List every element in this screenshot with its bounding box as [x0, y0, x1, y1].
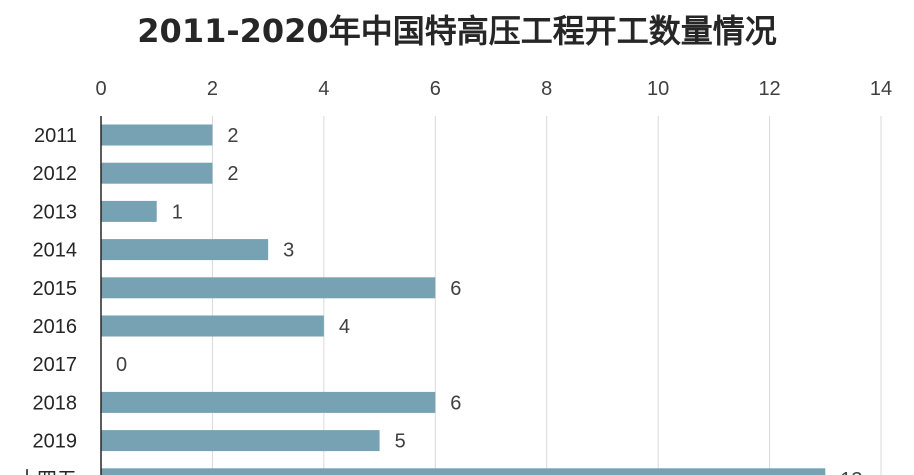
category-label: 2017	[33, 354, 78, 376]
bar-2015	[101, 277, 436, 299]
data-label: 0	[116, 354, 127, 376]
bar-2019	[101, 430, 380, 452]
x-tick-label: 12	[758, 78, 780, 100]
data-label: 6	[450, 392, 461, 414]
x-axis-ticks: 0 2 4 6 8 10 12 14	[95, 78, 892, 100]
data-label: 13	[840, 469, 862, 475]
data-label: 4	[339, 316, 350, 338]
data-label: 5	[395, 431, 406, 453]
data-label: 3	[283, 240, 294, 262]
x-tick-label: 8	[541, 78, 552, 100]
bar-2011	[101, 124, 213, 146]
category-label: 2015	[33, 278, 78, 300]
y-axis-categories: 2011 2012 2013 2014 2015 2016 2017 2018 2019 十四五	[17, 125, 77, 475]
category-label: 十四五	[17, 468, 77, 475]
bar-2018	[101, 391, 436, 413]
category-label: 2011	[34, 125, 77, 147]
x-tick-label: 6	[430, 78, 441, 100]
data-label: 2	[227, 163, 238, 185]
bar-2016	[101, 315, 324, 337]
category-label: 2013	[33, 201, 78, 223]
chart-title: 2011-2020年中国特高压工程开工数量情况	[137, 12, 777, 50]
x-tick-label: 2	[207, 78, 218, 100]
category-label: 2012	[33, 163, 78, 185]
bar-2014	[101, 239, 269, 261]
data-label: 2	[227, 125, 238, 147]
data-label: 6	[450, 278, 461, 300]
bar-2012	[101, 162, 213, 184]
bar-十四五	[101, 468, 826, 475]
x-tick-label: 10	[647, 78, 669, 100]
category-label: 2016	[33, 316, 78, 338]
category-label: 2014	[33, 240, 78, 262]
category-label: 2018	[33, 392, 78, 414]
x-tick-label: 14	[870, 78, 892, 100]
data-label: 1	[172, 201, 183, 223]
category-label: 2019	[33, 431, 78, 453]
x-tick-label: 0	[95, 78, 106, 100]
bars	[101, 124, 826, 475]
x-tick-label: 4	[318, 78, 329, 100]
bar-2013	[101, 200, 157, 222]
data-labels: 22136406513	[116, 125, 863, 475]
